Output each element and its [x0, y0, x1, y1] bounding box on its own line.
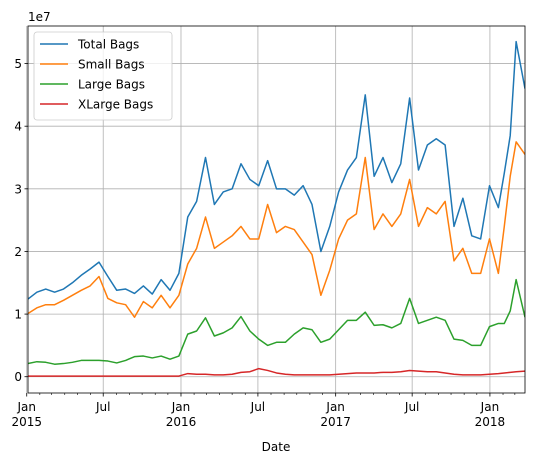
- series-line-small-bags: [28, 141, 525, 318]
- x-tick-year-label: 2018: [475, 415, 506, 429]
- x-tick-label: Jan: [171, 400, 191, 414]
- legend: Total Bags Small Bags Large Bags XLarge Bag…: [33, 31, 173, 121]
- y-tick-label: 4: [14, 120, 22, 134]
- x-tick-label: Jul: [250, 400, 265, 414]
- plot-frame: [27, 25, 526, 394]
- y-tick-label: 1: [14, 308, 22, 322]
- legend-box: [33, 31, 173, 121]
- x-tick-year-label: 2015: [11, 415, 42, 429]
- x-tick-label: Jan: [325, 400, 345, 414]
- y-tick-label: 0: [14, 370, 22, 384]
- y-offset-label: 1e7: [28, 10, 51, 24]
- x-axis-label: Date: [262, 440, 291, 454]
- x-tick-label: Jul: [95, 400, 110, 414]
- x-tick-label: Jan: [16, 400, 36, 414]
- y-axis: 0 1 2 3 4 5: [14, 57, 28, 384]
- legend-label: Small Bags: [78, 58, 145, 72]
- legend-label: XLarge Bags: [78, 98, 153, 112]
- x-tick-year-label: 2016: [166, 415, 197, 429]
- series-lines: [28, 40, 525, 377]
- x-tick-label: Jan: [480, 400, 500, 414]
- series-line-xlarge-bags: [28, 367, 525, 377]
- series-line-large-bags: [28, 278, 525, 365]
- y-tick-label: 2: [14, 245, 22, 259]
- y-tick-label: 3: [14, 182, 22, 196]
- legend-label: Large Bags: [78, 78, 145, 92]
- x-tick-year-label: 2017: [320, 415, 351, 429]
- y-tick-label: 5: [14, 57, 22, 71]
- x-tick-label: Jul: [404, 400, 419, 414]
- legend-label: Total Bags: [77, 38, 139, 52]
- series-line-total-bags: [28, 40, 525, 300]
